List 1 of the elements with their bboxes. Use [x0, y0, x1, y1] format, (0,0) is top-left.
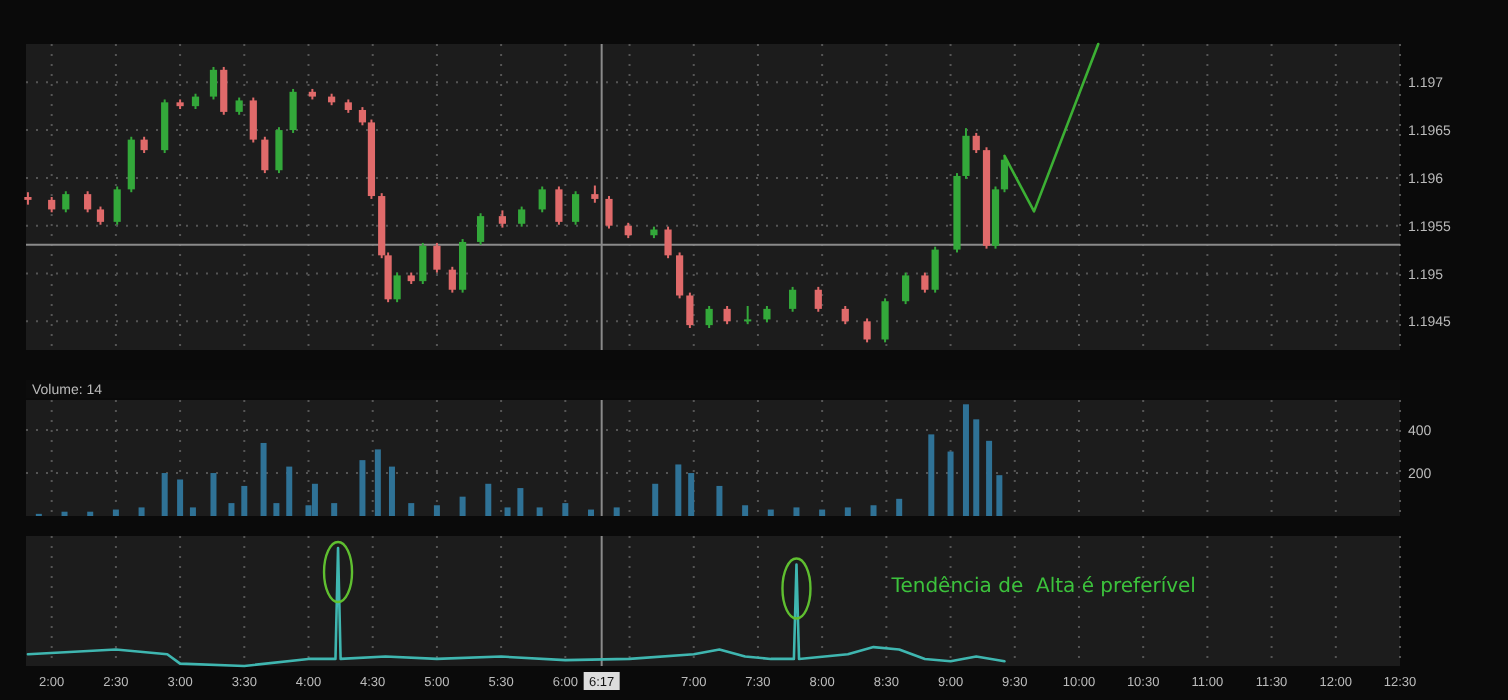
annotation: Tendência de Alta é preferível	[889, 576, 1196, 598]
